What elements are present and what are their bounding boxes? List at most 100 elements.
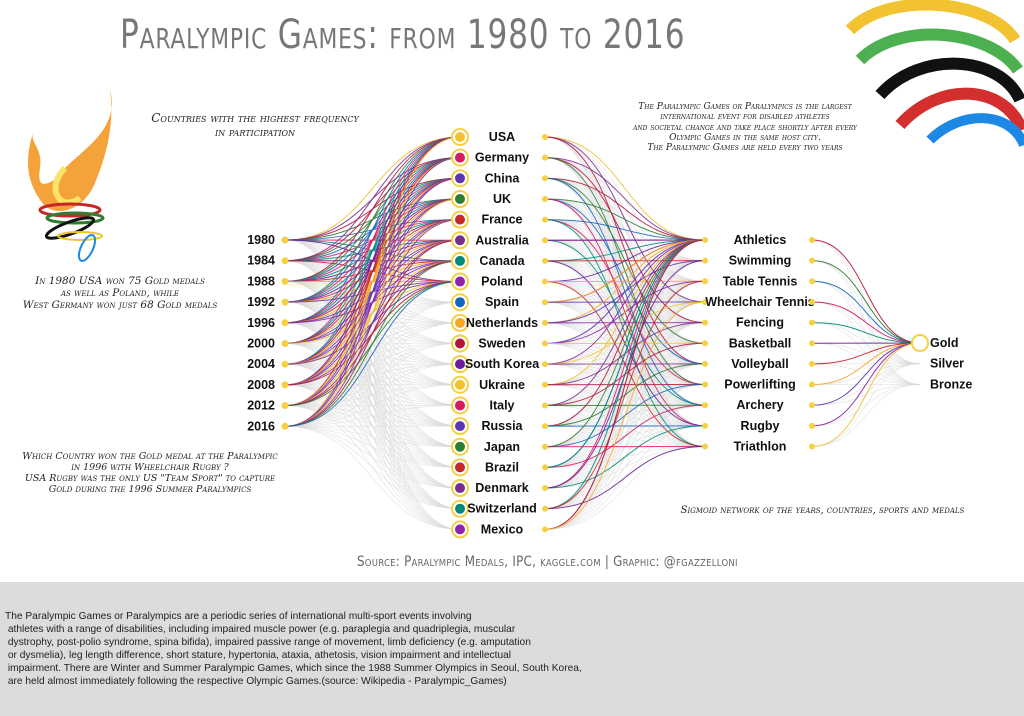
sport-label: Swimming bbox=[729, 254, 792, 268]
flag-fill bbox=[455, 255, 465, 266]
gold-medal-ring-icon bbox=[911, 334, 929, 352]
country-node[interactable]: Sweden bbox=[451, 334, 548, 353]
paralympic-torch-logo bbox=[28, 90, 112, 262]
highlight-link-country-sport bbox=[544, 239, 706, 262]
sport-left-dot bbox=[702, 319, 708, 326]
year-node[interactable] bbox=[281, 319, 289, 327]
country-right-dot bbox=[542, 134, 548, 140]
sport-left-dot bbox=[702, 237, 708, 243]
year-label: 1988 bbox=[247, 274, 275, 288]
highlight-link-country-sport bbox=[544, 239, 706, 406]
flag-fill bbox=[455, 132, 465, 142]
country-node[interactable]: Germany bbox=[451, 148, 548, 167]
olympic-rings-swoosh-logo bbox=[845, 0, 1024, 148]
gray-link-country-sport bbox=[544, 404, 706, 530]
sport-node[interactable]: Wheelchair Tennis bbox=[702, 295, 815, 309]
sport-label: Fencing bbox=[736, 316, 784, 330]
highlight-link-year-country bbox=[284, 136, 461, 427]
country-node[interactable]: Australia bbox=[451, 231, 548, 250]
sport-right-dot bbox=[809, 340, 815, 347]
year-node[interactable] bbox=[281, 360, 289, 368]
sport-node[interactable]: Fencing bbox=[702, 316, 815, 330]
highlight-link-country-sport bbox=[544, 425, 706, 489]
highlight-link-year-country bbox=[284, 177, 461, 427]
sport-right-dot bbox=[809, 443, 815, 450]
highlight-link-country-sport bbox=[544, 280, 706, 510]
year-node[interactable] bbox=[281, 298, 289, 306]
year-node[interactable] bbox=[281, 381, 289, 389]
country-right-dot bbox=[542, 278, 548, 285]
country-node[interactable]: Spain bbox=[451, 293, 548, 312]
year-node[interactable] bbox=[281, 257, 289, 265]
highlight-link-sport-gold bbox=[811, 260, 921, 344]
medal-node[interactable]: Bronze bbox=[930, 377, 972, 391]
medal-node[interactable]: Silver bbox=[930, 357, 964, 371]
flag-fill bbox=[455, 379, 465, 390]
gray-link-year-country bbox=[284, 405, 461, 427]
sport-node[interactable]: Athletics bbox=[702, 233, 815, 247]
gray-link-country-sport bbox=[544, 446, 706, 530]
flag-fill bbox=[455, 152, 465, 163]
year-label: 1984 bbox=[247, 254, 275, 268]
country-node[interactable]: Poland bbox=[451, 272, 548, 291]
sport-node[interactable]: Archery bbox=[702, 398, 815, 412]
sport-label: Table Tennis bbox=[723, 274, 798, 288]
highlight-link-sport-gold bbox=[811, 280, 921, 344]
country-node[interactable]: France bbox=[451, 210, 548, 229]
highlight-link-country-sport bbox=[544, 239, 706, 427]
country-node[interactable]: Italy bbox=[451, 396, 548, 415]
highlight-link-year-country bbox=[284, 219, 461, 427]
country-right-dot bbox=[542, 505, 548, 512]
country-node[interactable]: Netherlands bbox=[451, 313, 548, 332]
highlight-link-country-sport bbox=[544, 446, 706, 510]
medal-node[interactable]: Gold bbox=[911, 334, 958, 352]
sport-label: Athletics bbox=[734, 233, 787, 247]
year-node[interactable] bbox=[281, 236, 289, 244]
country-node[interactable]: Japan bbox=[451, 437, 548, 456]
year-node[interactable] bbox=[281, 277, 289, 285]
country-node[interactable]: Canada bbox=[451, 251, 548, 270]
highlight-link-country-sport bbox=[544, 404, 706, 468]
country-node[interactable]: Brazil bbox=[451, 458, 548, 477]
sport-right-dot bbox=[809, 381, 815, 388]
sport-right-dot bbox=[809, 422, 815, 429]
country-node[interactable]: UK bbox=[451, 189, 548, 208]
country-node[interactable]: Switzerland bbox=[451, 499, 548, 518]
flag-fill bbox=[455, 297, 465, 308]
sport-node[interactable]: Basketball bbox=[702, 336, 815, 350]
year-node[interactable] bbox=[281, 402, 289, 410]
country-node[interactable]: China bbox=[451, 169, 548, 188]
country-node[interactable]: Russia bbox=[451, 417, 548, 436]
year-label: 2016 bbox=[247, 419, 275, 433]
sport-node[interactable]: Powerlifting bbox=[702, 378, 815, 392]
highlight-link-country-sport bbox=[544, 239, 706, 344]
highlight-link-sport-gold bbox=[811, 342, 921, 447]
country-node[interactable]: USA bbox=[451, 128, 548, 146]
highlight-link-country-sport bbox=[544, 239, 706, 448]
sport-node[interactable]: Rugby bbox=[702, 419, 815, 433]
flag-fill bbox=[455, 317, 465, 328]
country-node[interactable]: Mexico bbox=[451, 520, 548, 539]
country-node[interactable]: South Korea bbox=[451, 355, 548, 374]
sport-left-dot bbox=[702, 278, 708, 285]
sport-left-dot bbox=[702, 402, 708, 409]
year-node[interactable] bbox=[281, 422, 289, 430]
usa-1980-note: In 1980 USA won 75 Gold medals as well a… bbox=[22, 275, 218, 312]
sport-node[interactable]: Table Tennis bbox=[702, 274, 815, 288]
sport-node[interactable]: Volleyball bbox=[702, 357, 815, 371]
highlight-link-country-sport bbox=[544, 239, 706, 530]
country-label: Ukraine bbox=[479, 378, 525, 392]
sport-left-dot bbox=[702, 340, 708, 347]
country-node[interactable]: Denmark bbox=[451, 479, 548, 498]
sport-label: Basketball bbox=[729, 336, 792, 350]
highlight-link-country-sport bbox=[544, 239, 706, 324]
gray-link-year-country bbox=[284, 426, 461, 509]
sport-node[interactable]: Swimming bbox=[702, 254, 815, 268]
country-node[interactable]: Ukraine bbox=[451, 375, 548, 394]
country-label: UK bbox=[493, 192, 511, 206]
sport-node[interactable]: Triathlon bbox=[702, 440, 815, 454]
flag-fill bbox=[455, 214, 465, 225]
year-node[interactable] bbox=[281, 340, 289, 347]
highlight-link-year-country bbox=[284, 281, 461, 427]
highlighted-links bbox=[284, 136, 921, 530]
